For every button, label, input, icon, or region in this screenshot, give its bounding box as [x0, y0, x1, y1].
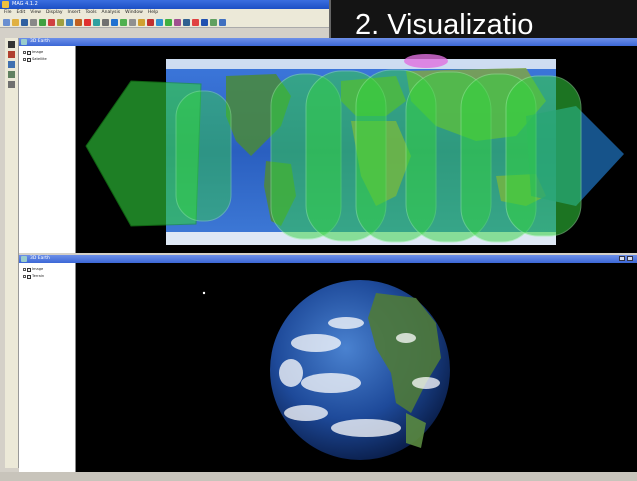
arctic-band: [166, 59, 556, 69]
layer-checkbox[interactable]: [27, 267, 31, 272]
layer-item-image[interactable]: Image: [23, 266, 43, 273]
record-icon[interactable]: [174, 18, 181, 26]
window-title: MAG 4.1.2: [12, 1, 38, 7]
menu-edit[interactable]: Edit: [16, 10, 26, 15]
top-panel-title: 3D Earth: [30, 39, 50, 44]
menu-view[interactable]: View: [30, 10, 41, 15]
bottom-earth-panel: 3D Earth Image Terrain: [19, 255, 637, 472]
layer-item-terrain[interactable]: Terrain: [23, 273, 44, 280]
menu-analysis[interactable]: Analysis: [101, 10, 121, 15]
import-icon[interactable]: [201, 18, 208, 26]
ruler-icon[interactable]: [8, 81, 15, 88]
pause-icon[interactable]: [156, 18, 163, 26]
menu-file[interactable]: File: [4, 10, 12, 15]
globe-south-america: [406, 413, 426, 448]
app-icon: [2, 1, 9, 8]
layers-icon[interactable]: [93, 18, 100, 26]
print-icon[interactable]: [30, 18, 37, 26]
hand-icon[interactable]: [8, 71, 15, 78]
menu-help[interactable]: Help: [147, 10, 159, 15]
top-layer-tree: Image Satellite: [19, 46, 76, 253]
new-icon[interactable]: [3, 18, 10, 26]
cloud-cover: [279, 317, 440, 437]
layer-item-image[interactable]: Image: [23, 49, 43, 56]
globe-icon[interactable]: [111, 18, 118, 26]
menu-display[interactable]: Display: [45, 10, 63, 15]
menu-tools[interactable]: Tools: [85, 10, 97, 15]
coverage-footprint-8: [505, 75, 582, 237]
help-icon[interactable]: [219, 18, 226, 26]
stop-icon[interactable]: [165, 18, 172, 26]
maximize-button[interactable]: [627, 256, 633, 261]
panel-icon: [21, 256, 27, 262]
rotate-icon[interactable]: [66, 18, 73, 26]
expand-icon[interactable]: [23, 51, 26, 54]
coverage-footprint-1: [85, 80, 202, 227]
layer-checkbox[interactable]: [27, 57, 31, 62]
globe-viewport[interactable]: [76, 263, 637, 472]
coverage-footprint-2: [175, 90, 232, 222]
measure-icon[interactable]: [84, 18, 91, 26]
expand-icon[interactable]: [23, 275, 26, 278]
layer-label: Image: [32, 50, 44, 54]
export-icon[interactable]: [192, 18, 199, 26]
map-icon[interactable]: [120, 18, 127, 26]
settings-icon[interactable]: [102, 18, 109, 26]
tool-palette: [5, 38, 19, 468]
draw-icon[interactable]: [8, 51, 15, 58]
bottom-panel-title: 3D Earth: [30, 256, 50, 261]
play-icon[interactable]: [147, 18, 154, 26]
layer-label: Satellite: [32, 57, 47, 61]
zoom-out-icon[interactable]: [48, 18, 55, 26]
info-icon[interactable]: [138, 18, 145, 26]
layer-item-satellite[interactable]: Satellite: [23, 56, 47, 63]
layer-checkbox[interactable]: [27, 50, 31, 55]
refresh-icon[interactable]: [210, 18, 217, 26]
pan-icon[interactable]: [57, 18, 64, 26]
bottom-panel-titlebar[interactable]: 3D Earth: [19, 255, 637, 263]
main-toolbar: [0, 17, 330, 28]
top-panel-titlebar[interactable]: 3D Earth: [19, 38, 637, 46]
menu-insert[interactable]: Insert: [67, 10, 81, 15]
camera-icon[interactable]: [183, 18, 190, 26]
globe-scene: [202, 280, 450, 460]
grid-icon[interactable]: [129, 18, 136, 26]
polar-highlight: [404, 54, 448, 68]
star: [202, 291, 206, 295]
window-titlebar[interactable]: MAG 4.1.2: [0, 0, 637, 9]
pointer-icon[interactable]: [8, 41, 15, 48]
zoom-in-icon[interactable]: [39, 18, 46, 26]
menu-bar: File Edit View Display Insert Tools Anal…: [0, 9, 330, 17]
status-bar: [0, 472, 637, 481]
panel-icon: [21, 39, 27, 45]
minimize-button[interactable]: [619, 256, 625, 261]
zoom-icon[interactable]: [8, 61, 15, 68]
bottom-layer-tree: Image Terrain: [19, 263, 76, 472]
layer-checkbox[interactable]: [27, 274, 31, 279]
expand-icon[interactable]: [23, 268, 26, 271]
menu-window[interactable]: Window: [125, 10, 143, 15]
save-icon[interactable]: [21, 18, 28, 26]
layer-label: Terrain: [32, 274, 45, 278]
flat-map-viewport[interactable]: [76, 46, 637, 253]
top-earth-panel: 3D Earth Image Satellite: [19, 38, 637, 253]
open-icon[interactable]: [12, 18, 19, 26]
select-icon[interactable]: [75, 18, 82, 26]
flat-map-scene: [85, 54, 624, 245]
expand-icon[interactable]: [23, 58, 26, 61]
layer-label: Image: [32, 267, 44, 271]
